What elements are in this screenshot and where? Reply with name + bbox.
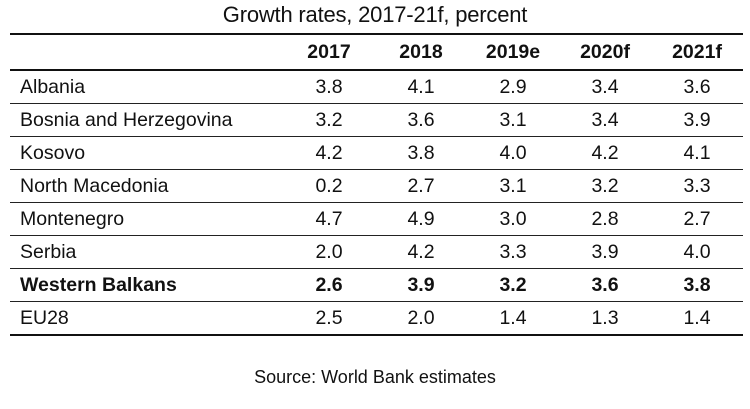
table-cell: 4.2 bbox=[559, 136, 651, 170]
table-cell: 3.9 bbox=[559, 235, 651, 269]
table-cell: 3.9 bbox=[375, 268, 467, 302]
growth-rates-table: 2017 2018 2019e 2020f 2021f Albania 3.8 … bbox=[10, 33, 743, 336]
column-header-2018: 2018 bbox=[375, 33, 467, 71]
table-cell: 4.7 bbox=[283, 202, 375, 236]
table-row-kosovo: Kosovo 4.2 3.8 4.0 4.2 4.1 bbox=[10, 136, 743, 170]
row-label: Albania bbox=[10, 70, 283, 104]
column-header-2019e: 2019e bbox=[467, 33, 559, 71]
table-cell: 3.4 bbox=[559, 103, 651, 137]
table-cell: 4.0 bbox=[467, 136, 559, 170]
row-label: EU28 bbox=[10, 301, 283, 336]
table-row-montenegro: Montenegro 4.7 4.9 3.0 2.8 2.7 bbox=[10, 202, 743, 236]
table-cell: 3.2 bbox=[283, 103, 375, 137]
row-label: Montenegro bbox=[10, 202, 283, 236]
column-header-2020f: 2020f bbox=[559, 33, 651, 71]
table-cell: 3.2 bbox=[467, 268, 559, 302]
column-header-2017: 2017 bbox=[283, 33, 375, 71]
table-cell: 3.6 bbox=[375, 103, 467, 137]
table-cell: 2.0 bbox=[283, 235, 375, 269]
row-label: Bosnia and Herzegovina bbox=[10, 103, 283, 137]
table-cell: 4.1 bbox=[651, 136, 743, 170]
table-cell: 3.8 bbox=[651, 268, 743, 302]
table-cell: 3.8 bbox=[283, 70, 375, 104]
table-cell: 4.0 bbox=[651, 235, 743, 269]
table-cell: 1.4 bbox=[651, 301, 743, 336]
table-cell: 3.1 bbox=[467, 103, 559, 137]
table-cell: 2.7 bbox=[651, 202, 743, 236]
table-cell: 2.7 bbox=[375, 169, 467, 203]
table-cell: 1.3 bbox=[559, 301, 651, 336]
row-label: North Macedonia bbox=[10, 169, 283, 203]
table-cell: 4.9 bbox=[375, 202, 467, 236]
table-cell: 2.0 bbox=[375, 301, 467, 336]
table-cell: 2.9 bbox=[467, 70, 559, 104]
table-row-western-balkans: Western Balkans 2.6 3.9 3.2 3.6 3.8 bbox=[10, 268, 743, 302]
table-cell: 3.6 bbox=[559, 268, 651, 302]
column-header-2021f: 2021f bbox=[651, 33, 743, 71]
table-cell: 3.2 bbox=[559, 169, 651, 203]
table-cell: 2.5 bbox=[283, 301, 375, 336]
table-title: Growth rates, 2017-21f, percent bbox=[222, 2, 528, 27]
table-cell: 3.1 bbox=[467, 169, 559, 203]
column-header-country bbox=[10, 33, 283, 71]
table-cell: 3.6 bbox=[651, 70, 743, 104]
table-row-eu28: EU28 2.5 2.0 1.4 1.3 1.4 bbox=[10, 301, 743, 336]
table-cell: 3.9 bbox=[651, 103, 743, 137]
row-label: Western Balkans bbox=[10, 268, 283, 302]
source-note: Source: World Bank estimates bbox=[254, 367, 496, 387]
table-cell: 0.2 bbox=[283, 169, 375, 203]
table-cell: 3.3 bbox=[467, 235, 559, 269]
table-cell: 4.1 bbox=[375, 70, 467, 104]
header-row: 2017 2018 2019e 2020f 2021f bbox=[10, 33, 743, 71]
table-cell: 3.3 bbox=[651, 169, 743, 203]
table-cell: 3.8 bbox=[375, 136, 467, 170]
table-cell: 3.0 bbox=[467, 202, 559, 236]
table-cell: 1.4 bbox=[467, 301, 559, 336]
row-label: Kosovo bbox=[10, 136, 283, 170]
table-row-serbia: Serbia 2.0 4.2 3.3 3.9 4.0 bbox=[10, 235, 743, 269]
table-row-albania: Albania 3.8 4.1 2.9 3.4 3.6 bbox=[10, 70, 743, 104]
table-cell: 3.4 bbox=[559, 70, 651, 104]
table-cell: 4.2 bbox=[375, 235, 467, 269]
table-row-bosnia-and-herzegovina: Bosnia and Herzegovina 3.2 3.6 3.1 3.4 3… bbox=[10, 103, 743, 137]
table-cell: 4.2 bbox=[283, 136, 375, 170]
table-cell: 2.8 bbox=[559, 202, 651, 236]
table-row-north-macedonia: North Macedonia 0.2 2.7 3.1 3.2 3.3 bbox=[10, 169, 743, 203]
row-label: Serbia bbox=[10, 235, 283, 269]
table-cell: 2.6 bbox=[283, 268, 375, 302]
